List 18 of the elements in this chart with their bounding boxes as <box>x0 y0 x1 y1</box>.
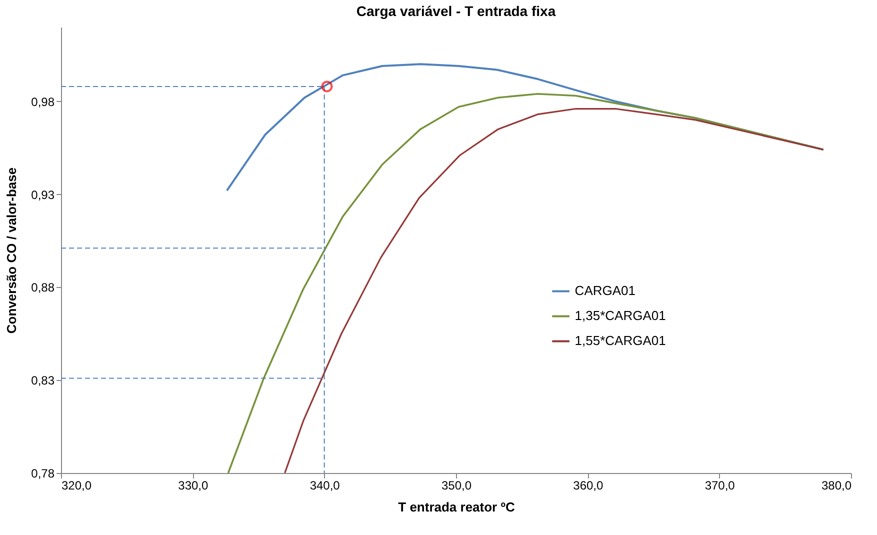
chart-title: Carga variável - T entrada fixa <box>356 3 556 19</box>
x-tick-label: 360,0 <box>573 478 604 492</box>
x-tick-label: 320,0 <box>62 478 92 492</box>
x-tick-label: 340,0 <box>310 478 340 492</box>
y-axis-title: Conversão CO / valor-base <box>4 167 20 334</box>
x-tick-label: 380,0 <box>821 478 852 492</box>
y-tick-label: 0,78 <box>31 466 55 480</box>
x-tick-label: 370,0 <box>704 478 736 492</box>
legend-label: 1,55*CARGA01 <box>574 333 666 348</box>
legend-label: CARGA01 <box>574 283 636 298</box>
y-tick-label: 0,98 <box>31 94 55 109</box>
x-tick-label: 330,0 <box>178 478 209 492</box>
y-tick-label: 0,83 <box>31 374 55 388</box>
legend-label: 1,35*CARGA01 <box>574 308 666 324</box>
y-tick-label: 0,93 <box>31 188 55 202</box>
x-axis-title: T entrada reator ºC <box>398 500 516 514</box>
x-tick-label: 350,0 <box>441 478 472 492</box>
y-tick-label: 0,88 <box>31 280 55 295</box>
